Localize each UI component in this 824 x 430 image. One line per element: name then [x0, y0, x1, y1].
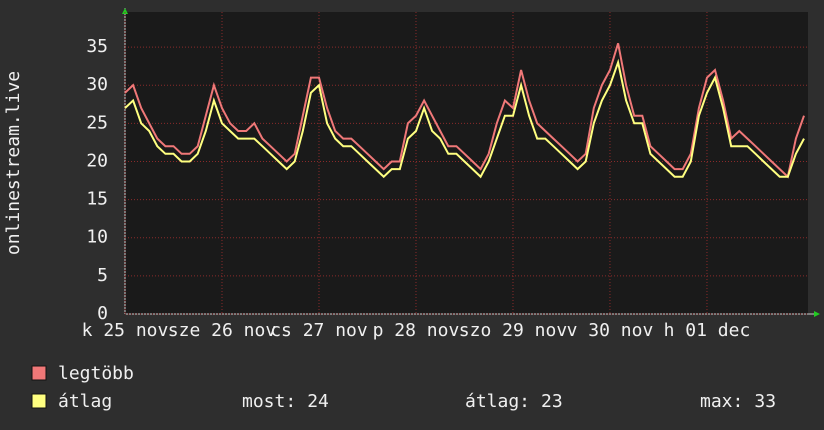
x-tick-label: p 28 nov — [373, 320, 460, 341]
series-line — [124, 43, 805, 179]
y-axis-label: onlinestream.live — [3, 71, 24, 255]
y-tick-label: 35 — [86, 36, 108, 57]
y-tick-label: 20 — [86, 150, 108, 171]
stat-label: átlag: — [465, 391, 530, 412]
legend-swatch — [31, 393, 47, 409]
legend-label: legtöbb — [58, 363, 134, 384]
legend-label: átlag — [58, 391, 112, 412]
stat-value: 24 — [307, 391, 329, 412]
stat-label: max: — [700, 391, 743, 412]
x-tick-label: h 01 dec — [664, 320, 751, 341]
grid — [124, 12, 808, 315]
stat: most: 24 — [242, 391, 329, 412]
y-tick-label: 10 — [86, 227, 108, 248]
y-tick-label: 5 — [97, 265, 108, 286]
x-tick-label: v 30 nov — [567, 320, 654, 341]
y-tick-label: 15 — [86, 189, 108, 210]
x-tick-label: sze 26 nov — [168, 320, 276, 341]
y-tick-label: 0 — [97, 303, 108, 324]
stat-value: 23 — [541, 391, 563, 412]
y-arrow — [122, 8, 128, 14]
legend-swatch — [31, 365, 47, 381]
stat-label: most: — [242, 391, 296, 412]
y-tick-label: 25 — [86, 112, 108, 133]
y-tick-label: 30 — [86, 74, 108, 95]
stat-value: 33 — [754, 391, 776, 412]
x-tick-label: szo 29 nov — [459, 320, 567, 341]
x-arrow — [814, 311, 820, 317]
x-tick-label: cs 27 nov — [270, 320, 368, 341]
stat: átlag: 23 — [465, 391, 563, 412]
series-line — [124, 58, 805, 179]
stat: max: 33 — [700, 391, 776, 412]
x-tick-label: k 25 nov — [82, 320, 169, 341]
